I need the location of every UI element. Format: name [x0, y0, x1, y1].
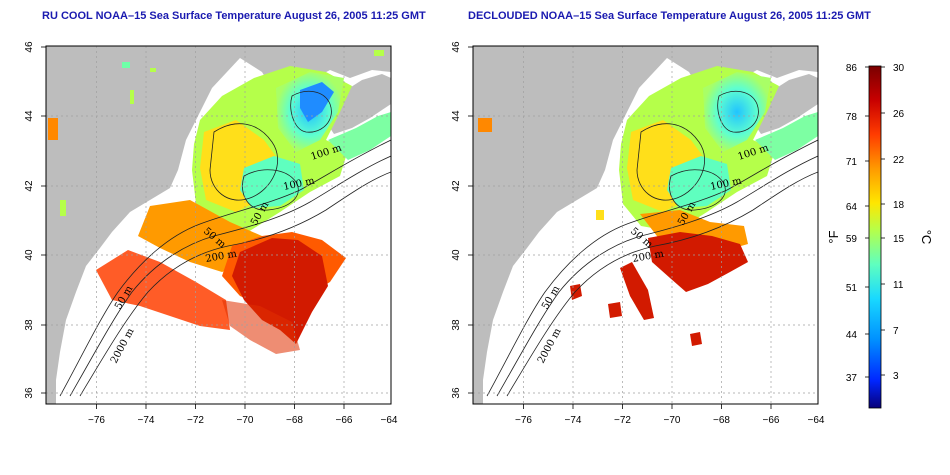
right-x-tick: −70	[664, 415, 681, 426]
colorbar-f-tick: 51	[846, 283, 858, 294]
right-x-tick: −76	[515, 415, 532, 426]
left-y-tick: 38	[24, 319, 35, 331]
colorbar-c-tick: 18	[893, 200, 905, 211]
colorbar-c-tick: 7	[893, 326, 899, 337]
right-x-tick-labels: −76 −74 −72 −70 −68 −66 −64	[515, 415, 825, 426]
left-land-mass	[46, 46, 391, 404]
left-axis-ticks	[41, 46, 345, 409]
left-sst-southern-streaks	[96, 250, 230, 330]
left-x-tick-labels: −76 −74 −72 −70 −68 −66 −64	[88, 415, 398, 426]
right-x-tick: −64	[808, 415, 825, 426]
right-x-tick: −68	[713, 415, 730, 426]
left-sst-blue-patch	[300, 82, 334, 122]
right-y-tick: 42	[451, 180, 462, 192]
colorbar-c-tick: 30	[893, 63, 905, 74]
colorbar-f-tick: 37	[846, 373, 858, 384]
colorbar-f-tick: 59	[846, 234, 858, 245]
left-x-tick: −70	[237, 415, 254, 426]
right-y-tick: 46	[451, 41, 462, 53]
left-x-tick: −72	[187, 415, 204, 426]
right-y-tick: 44	[451, 110, 462, 122]
colorbar-fahrenheit-unit: °F	[826, 230, 841, 243]
left-x-tick: −68	[286, 415, 303, 426]
colorbar-gradient	[868, 65, 882, 409]
right-y-tick: 40	[451, 249, 462, 261]
right-map-border	[472, 45, 819, 405]
left-x-tick: −66	[336, 415, 353, 426]
left-y-tick: 40	[24, 249, 35, 261]
colorbar-f-tick: 44	[846, 330, 858, 341]
left-y-tick: 42	[24, 180, 35, 192]
colorbar-c-tick: 3	[893, 371, 899, 382]
left-map-border	[45, 45, 392, 405]
right-map-panel: 100 m 100 m 50 m 50 m 200 m 2000 m 50 m …	[451, 41, 825, 426]
left-y-tick-labels: 46 44 42 40 38 36	[24, 41, 35, 399]
left-map-title: RU COOL NOAA–15 Sea Surface Temperature …	[42, 10, 426, 22]
left-x-tick: −76	[88, 415, 105, 426]
right-bathymetry-contours	[486, 90, 818, 397]
left-y-tick: 44	[24, 110, 35, 122]
colorbar-f-tick: 78	[846, 112, 858, 123]
left-y-tick: 36	[24, 387, 35, 399]
left-map-panel: 100 m 100 m 50 m 50 m 200 m 2000 m 50 m …	[24, 41, 398, 426]
right-land-mass	[473, 46, 818, 404]
right-x-tick: −66	[763, 415, 780, 426]
left-y-tick: 46	[24, 41, 35, 53]
left-bathymetry-contours	[59, 90, 391, 397]
colorbar-c-tick: 26	[893, 109, 905, 120]
right-x-tick: −72	[614, 415, 631, 426]
right-map-title: DECLOUDED NOAA–15 Sea Surface Temperatur…	[468, 10, 871, 22]
right-y-tick: 36	[451, 387, 462, 399]
colorbar-c-tick: 11	[893, 280, 904, 291]
colorbar-fahrenheit-labels: 86 78 71 64 59 51 44 37	[846, 63, 858, 384]
right-sst-cool-core	[703, 72, 771, 152]
left-x-tick: −64	[381, 415, 398, 426]
colorbar-ticks	[865, 66, 885, 378]
colorbar-f-tick: 64	[846, 202, 858, 213]
left-sst-sparse-south	[222, 300, 300, 354]
left-sst-gulf-stream	[232, 238, 328, 344]
colorbar-celsius-unit: °C	[919, 230, 934, 245]
colorbar-f-tick: 86	[846, 63, 858, 74]
left-x-tick: −74	[138, 415, 155, 426]
right-y-tick-labels: 46 44 42 40 38 36	[451, 41, 462, 399]
right-axis-ticks	[468, 46, 772, 409]
colorbar-f-tick: 71	[846, 157, 858, 168]
colorbar-c-tick: 22	[893, 155, 905, 166]
colorbar-c-tick: 15	[893, 234, 905, 245]
right-y-tick: 38	[451, 319, 462, 331]
colorbar-celsius-labels: 30 26 22 18 15 11 7 3	[893, 63, 905, 382]
right-sst-gulf-stream	[648, 232, 748, 292]
right-x-tick: −74	[565, 415, 582, 426]
left-sst-specks	[48, 50, 384, 216]
colorbar: 86 78 71 64 59 51 44 37 30 26 22 18 15 1…	[826, 63, 934, 409]
